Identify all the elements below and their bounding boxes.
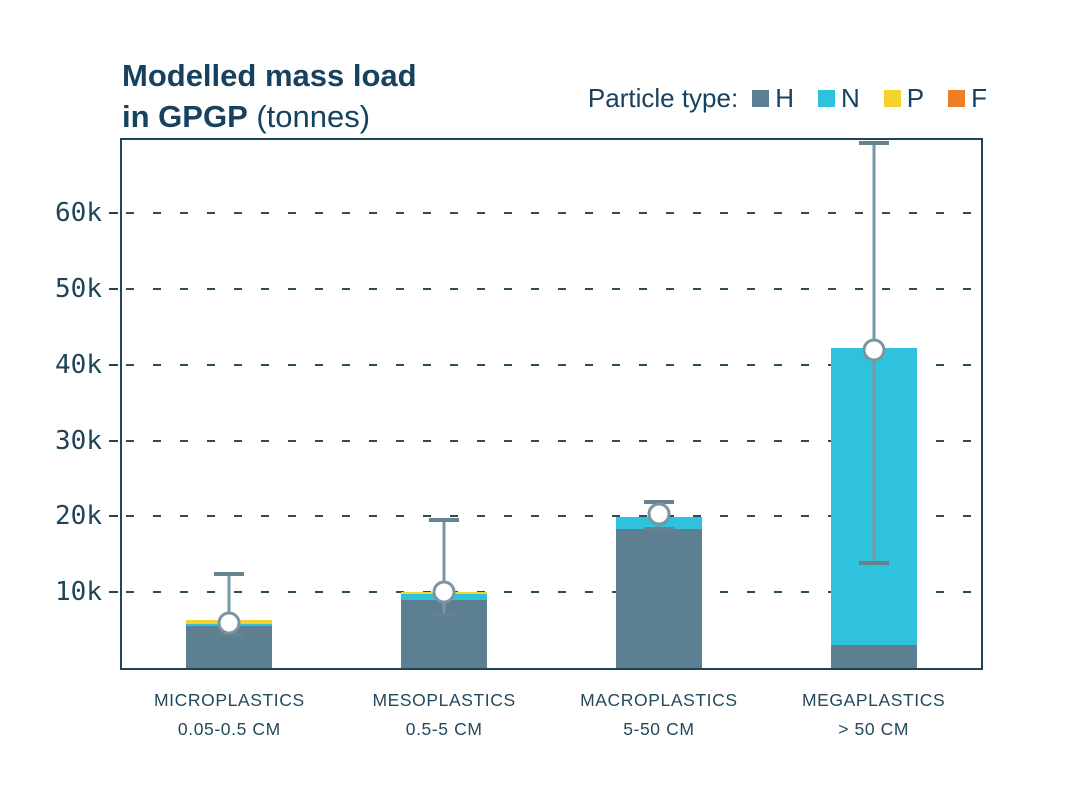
plot-area: 10k 20k 30k 40k 50k 60k bbox=[55, 138, 983, 670]
chart-title: Modelled mass load in GPGP (tonnes) bbox=[122, 56, 417, 138]
legend-key-N: N bbox=[840, 83, 860, 113]
errorbar-cap-lo-mesoplastics bbox=[429, 612, 460, 617]
gridline-40k bbox=[126, 363, 977, 366]
ytick-label-20k: 20k bbox=[55, 501, 102, 532]
legend-item-P: P bbox=[883, 83, 925, 114]
legend-key-F: F bbox=[971, 83, 987, 113]
bar-segment-H-macroplastics bbox=[615, 528, 702, 668]
legend-label: Particle type: bbox=[587, 83, 739, 113]
chart-title-line1: Modelled mass load bbox=[122, 58, 417, 93]
xlabel-mesoplastics: MESOPLASTICS 0.5-5 CM bbox=[336, 686, 552, 744]
legend-swatch-F-icon bbox=[948, 90, 966, 107]
chart-title-line2: in GPGP (tonnes) bbox=[122, 98, 371, 134]
legend-item-F: F bbox=[948, 83, 987, 114]
ytick-label-50k: 50k bbox=[55, 274, 102, 305]
ytick-mark-50k bbox=[109, 288, 118, 291]
errorbar-cap-hi-macroplastics bbox=[643, 500, 674, 505]
marker-dot-megaplastics bbox=[862, 338, 886, 362]
legend: Particle type: H N P F bbox=[588, 83, 987, 114]
ytick-mark-30k bbox=[109, 439, 118, 442]
errorbar-line-microplastics bbox=[227, 574, 231, 636]
ytick-label-30k: 30k bbox=[55, 425, 102, 456]
gridline-50k bbox=[126, 288, 977, 291]
bar-segment-H-megaplastics bbox=[830, 645, 917, 668]
gridline-20k bbox=[126, 515, 977, 518]
bar-macroplastics bbox=[615, 516, 702, 668]
ytick-label-40k: 40k bbox=[55, 349, 102, 380]
xlabel-size-range: > 50 CM bbox=[838, 718, 910, 739]
legend-swatch-N-icon bbox=[817, 90, 835, 107]
ytick-mark-20k bbox=[109, 515, 118, 518]
gridline-60k bbox=[126, 212, 977, 215]
gridline-30k bbox=[126, 439, 977, 442]
errorbar-cap-hi-mesoplastics bbox=[429, 517, 460, 522]
legend-swatch-H-icon bbox=[752, 90, 770, 107]
errorbar-cap-lo-macroplastics bbox=[643, 526, 674, 531]
xlabel-microplastics: MICROPLASTICS 0.05-0.5 CM bbox=[121, 686, 337, 744]
ytick-mark-40k bbox=[109, 363, 118, 366]
ytick-label-10k: 10k bbox=[55, 577, 102, 608]
gridline-10k bbox=[126, 591, 977, 594]
errorbar-cap-lo-megaplastics bbox=[858, 560, 889, 565]
legend-item-N: N bbox=[817, 83, 860, 114]
xlabel-size-range: 5-50 CM bbox=[623, 718, 695, 739]
ytick-mark-10k bbox=[109, 591, 118, 594]
errorbar-cap-hi-microplastics bbox=[214, 572, 245, 577]
plot-inner: 10k 20k 30k 40k 50k 60k bbox=[55, 140, 981, 668]
marker-dot-microplastics bbox=[217, 611, 241, 635]
marker-dot-mesoplastics bbox=[432, 580, 456, 604]
xlabel-name: MESOPLASTICS bbox=[372, 690, 516, 710]
xlabel-megaplastics: MEGAPLASTICS > 50 CM bbox=[766, 686, 982, 744]
ytick-label-60k: 60k bbox=[55, 198, 102, 229]
xlabel-size-range: 0.05-0.5 CM bbox=[177, 718, 281, 739]
legend-swatch-P-icon bbox=[883, 90, 901, 107]
xlabel-size-range: 0.5-5 CM bbox=[405, 718, 483, 739]
xlabel-name: MICROPLASTICS bbox=[154, 690, 305, 710]
legend-key-P: P bbox=[906, 83, 925, 113]
legend-item-H: H bbox=[752, 83, 794, 114]
errorbar-cap-lo-microplastics bbox=[214, 633, 245, 638]
ytick-mark-60k bbox=[109, 212, 118, 215]
xlabel-macroplastics: MACROPLASTICS 5-50 CM bbox=[551, 686, 767, 744]
xlabel-name: MEGAPLASTICS bbox=[801, 690, 946, 710]
errorbar-line-mesoplastics bbox=[442, 519, 446, 615]
xlabel-name: MACROPLASTICS bbox=[580, 690, 738, 710]
legend-key-H: H bbox=[775, 83, 794, 113]
marker-dot-macroplastics bbox=[647, 502, 671, 526]
errorbar-cap-hi-megaplastics bbox=[858, 141, 889, 146]
